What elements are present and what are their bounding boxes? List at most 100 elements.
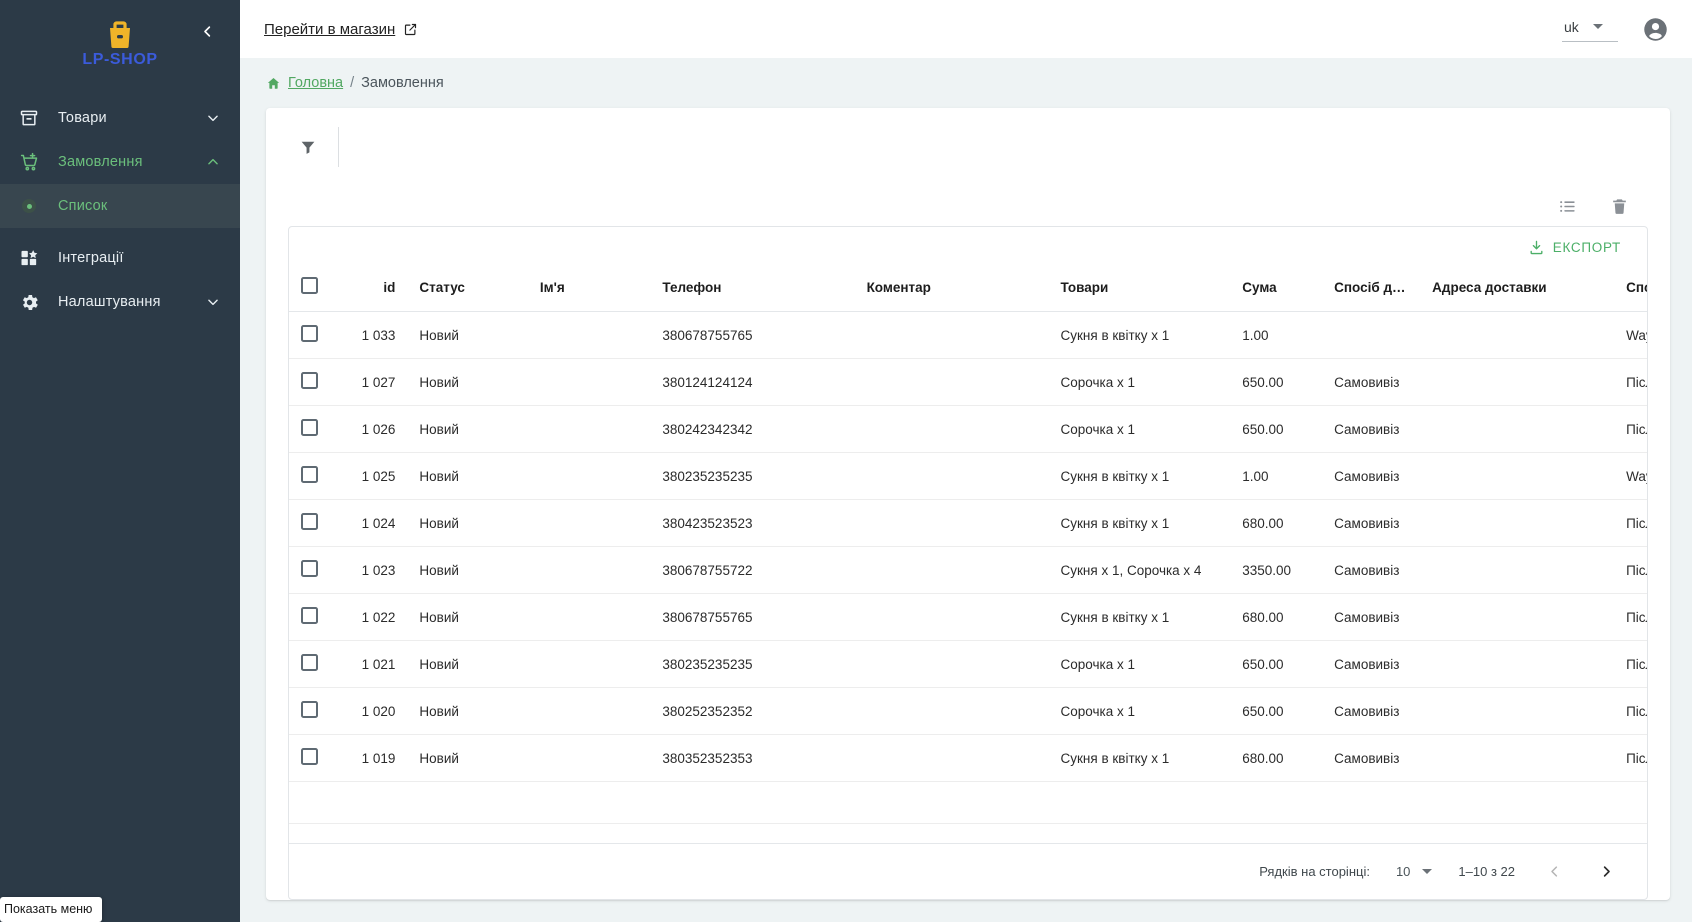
cell-payment: Післяплата [1614,405,1647,453]
row-checkbox[interactable] [301,607,318,624]
table-row[interactable]: 1 022 Новий 380678755765 Сукня в квітку x 1… [289,593,1647,641]
cell-sum: 680.00 [1230,734,1323,782]
column-header-address[interactable]: Адреса доставки [1420,267,1615,312]
row-select-cell [289,546,343,594]
filler-cell [854,781,1049,824]
select-all-checkbox[interactable] [301,277,318,294]
dot-icon [0,199,58,213]
row-select-cell [289,405,343,453]
row-checkbox[interactable] [301,701,318,718]
table-row[interactable]: 1 021 Новий 380235235235 Сорочка x 1 650.00 С… [289,640,1647,688]
sidebar-item-spysok[interactable]: Список [0,184,240,228]
filler-cell [407,781,528,824]
sidebar-item-integracii[interactable]: Інтеграції [0,236,240,280]
cell-phone: 380235235235 [650,452,855,500]
export-row: ЕКСПОРТ [289,227,1647,267]
table-scroll-container[interactable]: id Статус Ім'я Телефон Коментар Товари С… [289,267,1647,843]
column-header-goods[interactable]: Товари [1048,267,1231,312]
sidebar-item-zamovlennya[interactable]: Замовлення [0,140,240,184]
table-row[interactable]: 1 025 Новий 380235235235 Сукня в квітку x 1… [289,452,1647,500]
cell-address [1420,546,1615,594]
sidebar-collapse-button[interactable] [192,16,222,46]
row-checkbox[interactable] [301,560,318,577]
caret-down-icon [1592,24,1603,29]
brand[interactable]: LP-SHOP [82,19,157,69]
cell-delivery [1322,311,1421,359]
cell-delivery: Самовивіз [1322,452,1421,500]
cell-id: 1 023 [342,546,408,594]
cell-payment: Післяплата [1614,499,1647,547]
orders-table-head: id Статус Ім'я Телефон Коментар Товари С… [289,267,1647,312]
row-select-cell [289,734,343,782]
language-value: uk [1564,18,1579,35]
cell-name [527,499,651,547]
row-select-cell [289,687,343,735]
language-select[interactable]: uk [1562,17,1618,42]
column-header-phone[interactable]: Телефон [650,267,855,312]
column-header-name[interactable]: Ім'я [527,267,651,312]
table-row[interactable]: 1 024 Новий 380423523523 Сукня в квітку x 1… [289,499,1647,547]
cell-comment [854,593,1049,641]
go-to-shop-link[interactable]: Перейти в магазин [264,21,418,38]
table-row[interactable]: 1 020 Новий 380252352352 Сорочка x 1 650.00 С… [289,687,1647,735]
cell-sum: 650.00 [1230,358,1323,406]
sidebar-item-nalashtuvannya[interactable]: Налаштування [0,280,240,324]
breadcrumb: Головна / Замовлення [240,58,1692,108]
cell-status: Новий [407,499,528,547]
table-row[interactable]: 1 019 Новий 380352352353 Сукня в квітку x 1… [289,734,1647,782]
row-select-cell [289,311,343,359]
shopping-bag-icon [109,21,130,48]
row-checkbox[interactable] [301,748,318,765]
filter-button[interactable] [288,127,328,167]
cell-payment: WayForPay [1614,452,1647,500]
row-checkbox[interactable] [301,325,318,342]
brand-name: LP-SHOP [82,51,158,68]
next-page-button[interactable] [1593,859,1619,885]
export-button[interactable]: ЕКСПОРТ [1520,235,1629,260]
table-actions-row [266,186,1670,226]
table-row[interactable]: 1 023 Новий 380678755722 Сукня x 1, Сорочка… [289,546,1647,594]
cell-phone: 380352352353 [650,734,855,782]
cell-payment: Післяплата [1614,546,1647,594]
cell-name [527,593,651,641]
table-row[interactable]: 1 033 Новий 380678755765 Сукня в квітку x 1… [289,311,1647,359]
column-header-id[interactable]: id [342,267,408,312]
prev-page-button[interactable] [1541,859,1567,885]
row-checkbox[interactable] [301,419,318,436]
row-checkbox[interactable] [301,372,318,389]
row-checkbox[interactable] [301,654,318,671]
row-select-cell [289,593,343,641]
delete-button[interactable] [1606,193,1632,219]
columns-button[interactable] [1554,193,1580,219]
pagination-range: 1–10 з 22 [1458,864,1515,879]
cell-id: 1 024 [342,499,408,547]
column-header-payment[interactable]: Спосіб оп... [1614,267,1647,312]
sidebar-header: LP-SHOP [0,0,240,88]
column-header-sum[interactable]: Сума [1230,267,1323,312]
rows-per-page-select[interactable]: 10 [1396,864,1433,879]
table-row[interactable]: 1 026 Новий 380242342342 Сорочка x 1 650.00 С… [289,405,1647,453]
table-row[interactable]: 1 027 Новий 380124124124 Сорочка x 1 650.00 С… [289,358,1647,406]
cell-goods: Сорочка x 1 [1048,640,1231,688]
row-checkbox[interactable] [301,466,318,483]
cell-delivery: Самовивіз [1322,734,1421,782]
account-button[interactable] [1640,14,1670,44]
row-checkbox[interactable] [301,513,318,530]
cell-goods: Сукня x 1, Сорочка x 4 [1048,546,1231,594]
column-header-status[interactable]: Статус [407,267,528,312]
breadcrumb-home-link[interactable]: Головна [288,75,344,91]
cell-name [527,734,651,782]
grid-apps-icon [0,248,58,268]
sidebar-item-tovary[interactable]: Товари [0,96,240,140]
column-header-comment[interactable]: Коментар [854,267,1049,312]
list-columns-icon [1559,200,1575,212]
cell-comment [854,405,1049,453]
filler-cell [289,781,343,824]
cell-address [1420,734,1615,782]
cell-sum: 680.00 [1230,499,1323,547]
cell-id: 1 033 [342,311,408,359]
sidebar-item-label: Налаштування [58,294,161,310]
gear-icon [0,292,58,313]
cell-goods: Сукня в квітку x 1 [1048,593,1231,641]
column-header-delivery[interactable]: Спосіб до... [1322,267,1421,312]
